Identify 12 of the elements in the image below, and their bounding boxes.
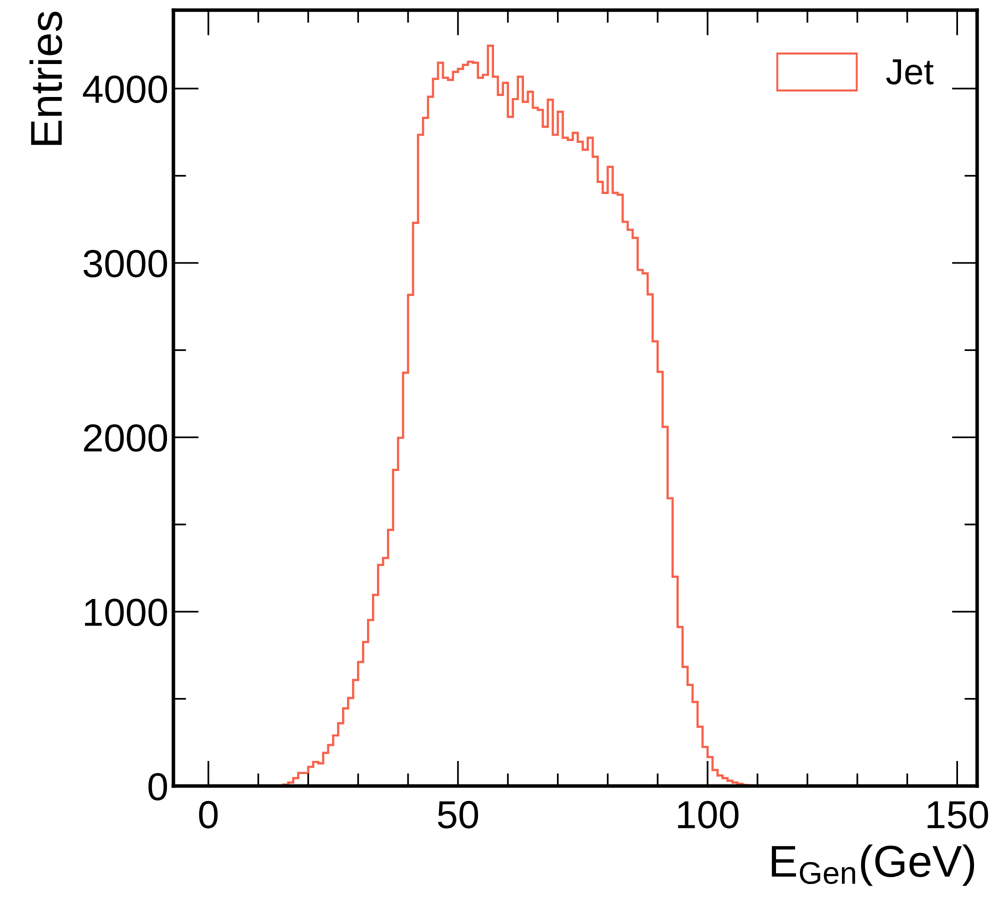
x-tick-label: 50: [438, 800, 478, 828]
y-tick-label: 1000: [85, 598, 168, 626]
y-tick-label: 4000: [82, 76, 168, 104]
x-axis-title: E$_{Gen}$(GeV): [772, 844, 974, 886]
x-tick-label: 150: [928, 800, 988, 828]
x-tick-label: 100: [678, 800, 738, 828]
y-tick-label: 3000: [84, 250, 168, 278]
legend-label: Jet: [886, 59, 934, 85]
y-tick-label: 2000: [84, 424, 168, 452]
x-tick-label: 0: [199, 800, 218, 828]
y-axis-title: Entries: [30, 12, 62, 145]
y-tick-label: 0: [148, 772, 168, 800]
